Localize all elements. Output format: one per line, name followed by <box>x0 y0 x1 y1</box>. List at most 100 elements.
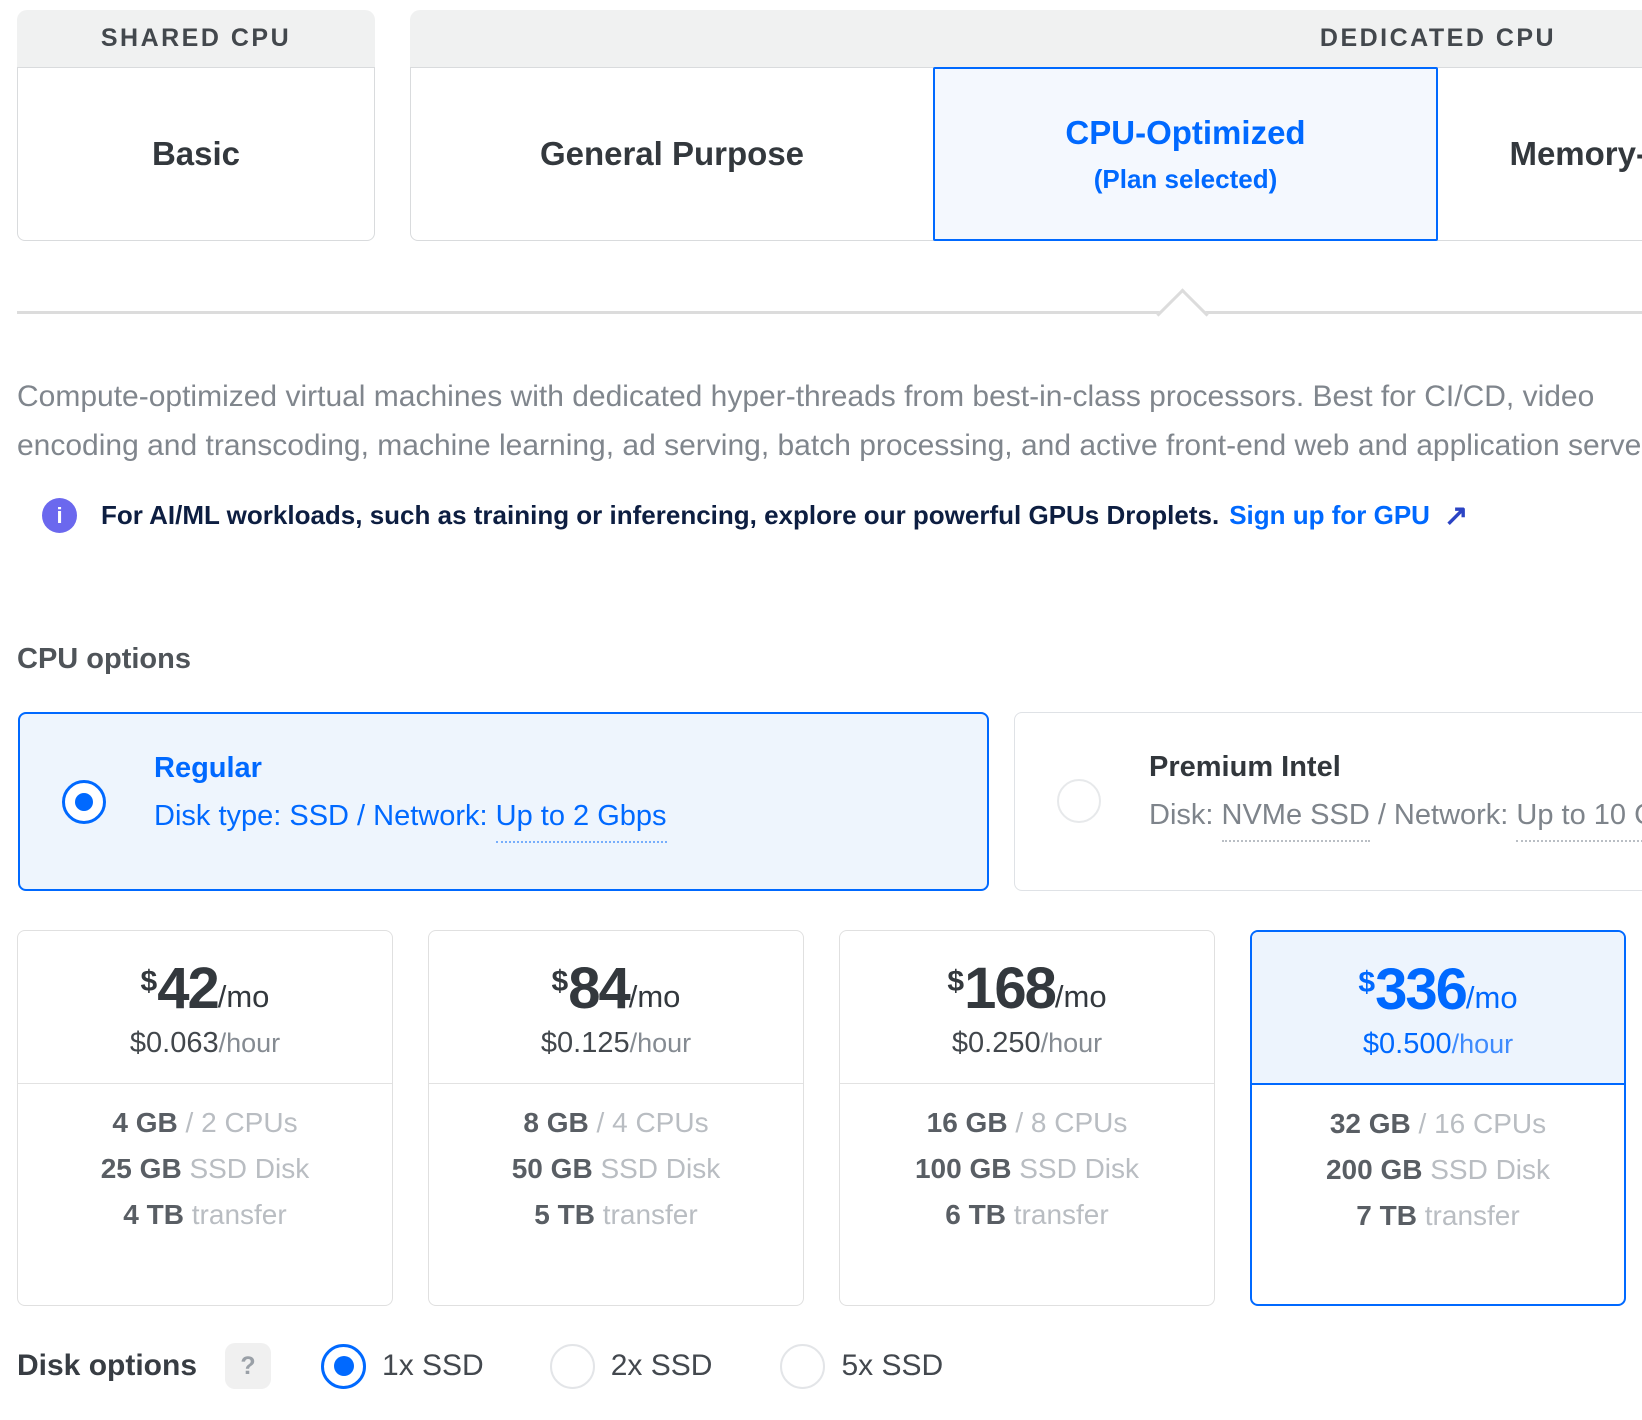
plan-description-line2: encoding and transcoding, machine learni… <box>17 429 1642 462</box>
radio-dot <box>333 1356 354 1376</box>
spec-transfer: 5 TB <box>534 1199 595 1230</box>
spec-disk-type: SSD Disk <box>600 1153 721 1184</box>
plan-description-line1: Compute-optimized virtual machines with … <box>17 380 1595 413</box>
spec-transfer: 4 TB <box>123 1199 184 1230</box>
regular-details: Disk type: SSD / Network: Up to 2 Gbps <box>154 800 667 843</box>
spec-disk: 50 GB <box>511 1153 593 1184</box>
spec-transfer-label: transfer <box>1424 1200 1520 1231</box>
dedicated-cpu-group: DEDICATED CPU General Purpose CPU-Optimi… <box>410 10 1642 241</box>
tab-memory-optimized[interactable]: Memory-Optimized <box>1437 67 1642 241</box>
tab-divider <box>17 311 1642 314</box>
hourly-unit: /hour <box>1451 1028 1514 1059</box>
regular-label: Regular <box>154 752 262 784</box>
plan-price: $84/mo $0.125/hour <box>429 931 803 1084</box>
spec-disk: 25 GB <box>100 1153 182 1184</box>
spec-cpus: / 2 CPUs <box>185 1107 298 1138</box>
currency: $ <box>1358 965 1376 999</box>
currency: $ <box>947 965 965 998</box>
tab-cpu-optimized-label: CPU-Optimized <box>1065 113 1306 151</box>
spec-ram: 32 GB <box>1329 1108 1411 1139</box>
shared-cpu-header: SHARED CPU <box>17 10 375 67</box>
monthly-unit: /mo <box>628 979 681 1014</box>
shared-cpu-tabs: Basic <box>17 67 375 241</box>
plan-card-42mo[interactable]: $42/mo $0.063/hour 4 GB / 2 CPUs 25 GB S… <box>17 930 393 1306</box>
disk-options-label: Disk options <box>17 1349 198 1382</box>
disk-options-help-icon[interactable]: ? <box>225 1343 272 1389</box>
spec-ram: 8 GB <box>523 1107 589 1138</box>
plan-specs: 4 GB / 2 CPUs 25 GB SSD Disk 4 TB transf… <box>18 1084 392 1238</box>
hourly-price: $0.250 <box>951 1027 1041 1059</box>
spec-transfer-label: transfer <box>1013 1199 1109 1230</box>
spec-cpus: / 4 CPUs <box>596 1107 709 1138</box>
disk-option-label: 1x SSD <box>382 1349 484 1382</box>
external-link-arrow-icon[interactable]: ↗ <box>1443 500 1469 532</box>
selected-tab-caret <box>1156 288 1209 341</box>
monthly-price: 42 <box>157 956 219 1021</box>
disk-options-row: Disk options ? 1x SSD 2x SSD 5x SSD <box>17 1341 943 1391</box>
premium-intel-label: Premium Intel <box>1149 751 1341 783</box>
monthly-unit: /mo <box>1054 979 1107 1014</box>
spec-disk: 100 GB <box>914 1153 1012 1184</box>
spec-cpus: / 8 CPUs <box>1015 1107 1128 1138</box>
disk-option-1x-ssd[interactable]: 1x SSD <box>321 1343 484 1389</box>
spec-transfer: 6 TB <box>945 1199 1006 1230</box>
premium-intel-details: Disk: NVMe SSD / Network: Up to 10 Gbps <box>1149 799 1642 842</box>
plan-description: Compute-optimized virtual machines with … <box>17 372 1642 470</box>
hourly-unit: /hour <box>629 1028 692 1058</box>
radio-2x-ssd[interactable] <box>549 1343 595 1389</box>
spec-transfer: 7 TB <box>1356 1200 1417 1231</box>
regular-details-prefix: Disk type: SSD / Network: <box>154 800 496 832</box>
info-icon: i <box>42 498 77 533</box>
plan-price: $168/mo $0.250/hour <box>840 931 1214 1084</box>
disk-option-5x-ssd[interactable]: 5x SSD <box>780 1343 944 1389</box>
monthly-unit: /mo <box>217 979 270 1014</box>
plan-card-168mo[interactable]: $168/mo $0.250/hour 16 GB / 8 CPUs 100 G… <box>839 930 1215 1306</box>
monthly-price: 168 <box>964 956 1057 1021</box>
disk-option-label: 2x SSD <box>610 1349 713 1382</box>
premium-disk-term[interactable]: NVMe SSD <box>1221 799 1370 842</box>
plan-card-336mo-selected[interactable]: $336/mo $0.500/hour 32 GB / 16 CPUs 200 … <box>1250 930 1626 1306</box>
spec-ram: 16 GB <box>926 1107 1008 1138</box>
monthly-unit: /mo <box>1465 979 1518 1015</box>
dedicated-cpu-header: DEDICATED CPU <box>410 10 1642 67</box>
disk-option-label: 5x SSD <box>841 1349 944 1382</box>
radio-5x-ssd[interactable] <box>780 1343 826 1389</box>
shared-cpu-group: SHARED CPU Basic <box>17 10 375 241</box>
hourly-unit: /hour <box>218 1028 281 1058</box>
tab-basic[interactable]: Basic <box>17 67 375 241</box>
premium-network-prefix: / Network: <box>1369 799 1517 831</box>
cpu-options-heading: CPU options <box>17 643 191 675</box>
plan-price: $336/mo $0.500/hour <box>1252 932 1624 1085</box>
hourly-price: $0.500 <box>1362 1027 1452 1060</box>
regular-network-term[interactable]: Up to 2 Gbps <box>495 800 667 843</box>
spec-transfer-label: transfer <box>191 1199 287 1230</box>
monthly-price: 84 <box>568 956 630 1021</box>
dedicated-cpu-tabs: General Purpose CPU-Optimized (Plan sele… <box>410 67 1642 241</box>
regular-radio[interactable] <box>62 780 106 824</box>
plan-category-tabs: SHARED CPU Basic DEDICATED CPU General P… <box>17 10 1642 241</box>
gpu-info-banner: i For AI/ML workloads, such as training … <box>42 498 1468 533</box>
disk-option-2x-ssd[interactable]: 2x SSD <box>549 1343 713 1389</box>
premium-network-term[interactable]: Up to 10 Gbps <box>1516 799 1642 842</box>
plan-card-84mo[interactable]: $84/mo $0.125/hour 8 GB / 4 CPUs 50 GB S… <box>428 930 804 1306</box>
gpu-info-message: For AI/ML workloads, such as training or… <box>101 500 1220 530</box>
plan-selected-note: (Plan selected) <box>1093 163 1278 194</box>
plan-price: $42/mo $0.063/hour <box>18 931 392 1084</box>
tab-cpu-optimized[interactable]: CPU-Optimized (Plan selected) <box>933 67 1438 241</box>
spec-ram: 4 GB <box>112 1107 178 1138</box>
cpu-option-regular[interactable]: Regular Disk type: SSD / Network: Up to … <box>18 712 989 891</box>
spec-cpus: / 16 CPUs <box>1418 1108 1547 1139</box>
radio-1x-ssd[interactable] <box>321 1343 367 1389</box>
spec-disk-type: SSD Disk <box>1430 1154 1551 1185</box>
premium-disk-prefix: Disk: <box>1149 799 1222 831</box>
premium-intel-radio[interactable] <box>1057 779 1101 823</box>
radio-dot <box>75 793 93 811</box>
plan-specs: 32 GB / 16 CPUs 200 GB SSD Disk 7 TB tra… <box>1252 1085 1624 1239</box>
tab-general-purpose[interactable]: General Purpose <box>410 67 934 241</box>
plan-specs: 8 GB / 4 CPUs 50 GB SSD Disk 5 TB transf… <box>429 1084 803 1238</box>
spec-transfer-label: transfer <box>602 1199 698 1230</box>
currency: $ <box>551 965 569 998</box>
spec-disk-type: SSD Disk <box>1019 1153 1140 1184</box>
cpu-option-premium-intel[interactable]: Premium Intel Disk: NVMe SSD / Network: … <box>1014 712 1642 891</box>
sign-up-for-gpu-link[interactable]: Sign up for GPU <box>1229 500 1430 530</box>
